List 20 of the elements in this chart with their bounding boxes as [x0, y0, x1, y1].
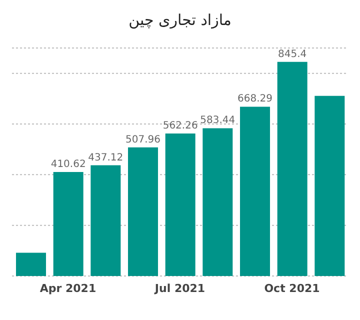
- bar: [90, 165, 121, 276]
- bar: [277, 62, 308, 276]
- x-tick-label: Jul 2021: [154, 282, 206, 295]
- data-label: 562.26: [162, 120, 198, 132]
- bar: [128, 147, 158, 276]
- data-label: 583.44: [200, 115, 236, 126]
- chart-title: مازاد تجاری چین: [128, 10, 232, 31]
- bar: [16, 252, 46, 276]
- data-label: 845.4: [278, 48, 307, 60]
- bar: [53, 172, 84, 276]
- data-label: 437.12: [88, 152, 124, 164]
- data-label: 668.29: [238, 94, 272, 105]
- data-label: 410.62: [50, 158, 86, 170]
- bar: [165, 134, 196, 276]
- x-tick-label: Oct 2021: [264, 282, 320, 295]
- bar: [314, 96, 345, 276]
- x-tick-label: Apr 2021: [40, 282, 96, 295]
- bar: [202, 128, 233, 276]
- data-label: 507.96: [126, 134, 160, 146]
- bar: [240, 106, 270, 276]
